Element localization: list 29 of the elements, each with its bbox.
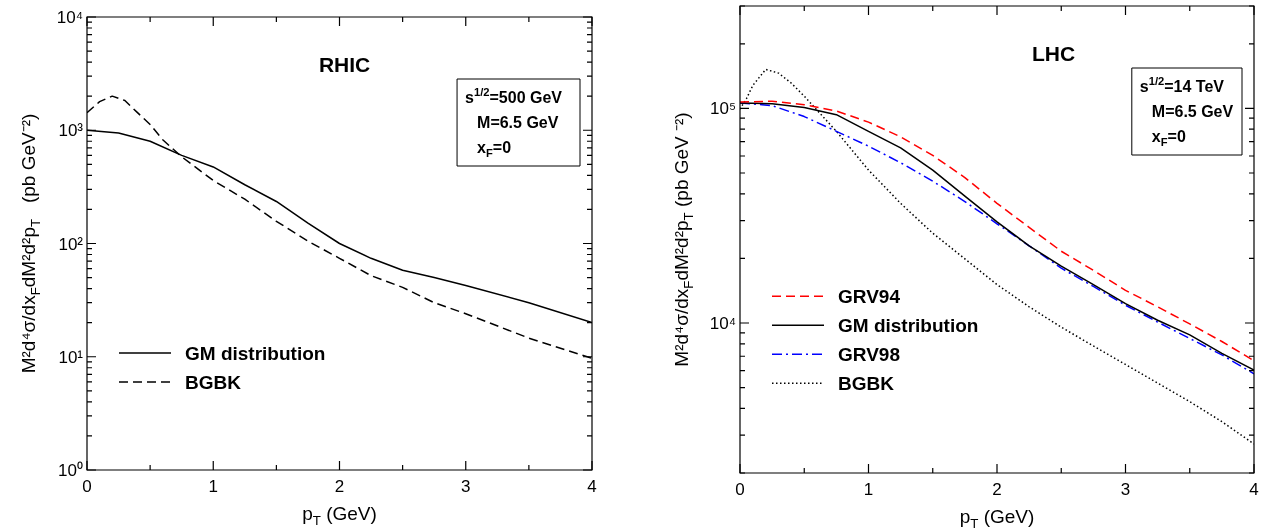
y-axis-title: M²d⁴σ/dxFdM²d²pT (pb GeV ⁻²) xyxy=(671,112,696,367)
legend-label: BGBK xyxy=(185,372,242,394)
y-tick-label: 10¹ xyxy=(58,347,84,367)
x-tick-label: 2 xyxy=(992,480,1002,499)
annotation: M=6.5 GeV xyxy=(477,114,559,131)
text: RHIC xyxy=(318,53,371,76)
y-tick-label: 10⁴ xyxy=(56,8,83,27)
x-tick-label: 1 xyxy=(863,480,874,499)
legend-label: GM distribution xyxy=(185,343,326,365)
x-tick-label: 3 xyxy=(1120,480,1131,499)
x-tick-label: 4 xyxy=(1249,480,1259,499)
y-tick-label: 10² xyxy=(58,234,84,254)
legend-label: GM distribution xyxy=(838,315,979,337)
text: LHC xyxy=(1031,42,1076,65)
y-axis-title: M²d⁴σ/dxFdM²d²pT (pb GeV⁻²) xyxy=(18,113,43,374)
y-tick-label: 10⁴ xyxy=(709,314,736,333)
y-tick-label: 10³ xyxy=(58,121,84,141)
x-tick-label: 0 xyxy=(735,480,745,499)
x-tick-label: 0 xyxy=(82,477,92,496)
y-tick-label: 10⁵ xyxy=(710,99,737,119)
legend-label: BGBK xyxy=(838,373,895,395)
x-tick-label: 3 xyxy=(461,477,471,496)
x-tick-label: 2 xyxy=(334,477,345,496)
x-tick-label: 4 xyxy=(587,477,597,496)
legend-label: GRV94 xyxy=(838,286,901,308)
x-tick-label: 1 xyxy=(208,477,218,496)
legend-label: GRV98 xyxy=(838,344,900,366)
y-tick-label: 10⁰ xyxy=(58,461,84,480)
annotation: M=6.5 GeV xyxy=(1151,103,1234,120)
